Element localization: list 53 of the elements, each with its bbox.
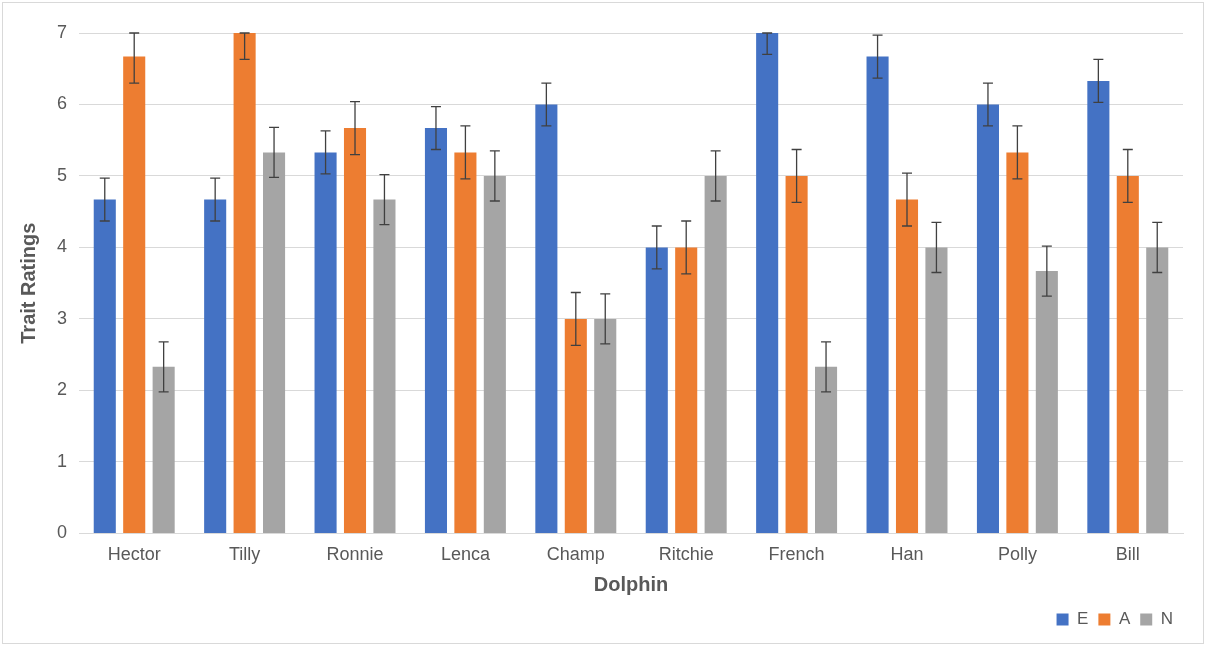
bar: [343, 128, 367, 533]
bar: [454, 152, 477, 533]
bar: [756, 33, 779, 533]
bar: [373, 199, 396, 533]
bar: [535, 104, 558, 533]
bar: [1116, 175, 1139, 533]
bar: [1146, 247, 1169, 533]
bar: [785, 175, 808, 533]
legend-label: E: [1077, 609, 1089, 629]
bar: [815, 366, 838, 533]
x-axis-title: Dolphin: [593, 572, 669, 595]
x-tick-label: Ritchie: [658, 544, 714, 565]
x-tick-label: Bill: [1115, 544, 1140, 565]
bar: [1035, 271, 1058, 533]
bar: [483, 175, 506, 533]
bar: [645, 247, 668, 533]
x-tick-label: Ronnie: [326, 544, 384, 565]
bar: [204, 199, 227, 533]
bar: [1087, 80, 1110, 533]
x-tick-label: Polly: [997, 544, 1037, 565]
bar: [866, 56, 889, 533]
x-tick-label: French: [768, 544, 825, 565]
bar: [976, 104, 999, 533]
bar: [314, 152, 337, 533]
bar: [123, 56, 146, 533]
bar: [594, 318, 617, 533]
bar: [704, 175, 727, 533]
x-tick-label: Tilly: [228, 544, 261, 565]
x-tick-label: Han: [890, 544, 924, 565]
bar: [152, 366, 175, 533]
y-tick-label: 1: [57, 450, 68, 471]
bar: [895, 199, 919, 533]
y-tick-label: 7: [57, 21, 68, 42]
legend-label: N: [1160, 609, 1173, 629]
bar: [93, 199, 116, 533]
legend-label: A: [1118, 609, 1131, 629]
y-tick-label: 6: [57, 93, 68, 114]
x-tick-label: Lenca: [440, 544, 491, 565]
y-axis-title: Trait Ratings: [16, 222, 39, 344]
bar: [925, 247, 948, 533]
bar: [424, 128, 448, 533]
y-tick-label: 4: [57, 236, 68, 257]
bar: [675, 247, 698, 533]
bar: [564, 318, 587, 533]
y-tick-label: 5: [57, 164, 68, 185]
y-tick-label: 3: [57, 307, 68, 328]
bar: [263, 152, 286, 533]
bar: [233, 33, 256, 533]
x-tick-label: Hector: [107, 544, 161, 565]
x-tick-label: Champ: [546, 544, 605, 565]
y-tick-label: 0: [57, 522, 68, 543]
y-tick-label: 2: [57, 379, 68, 400]
bar: [1006, 152, 1029, 533]
